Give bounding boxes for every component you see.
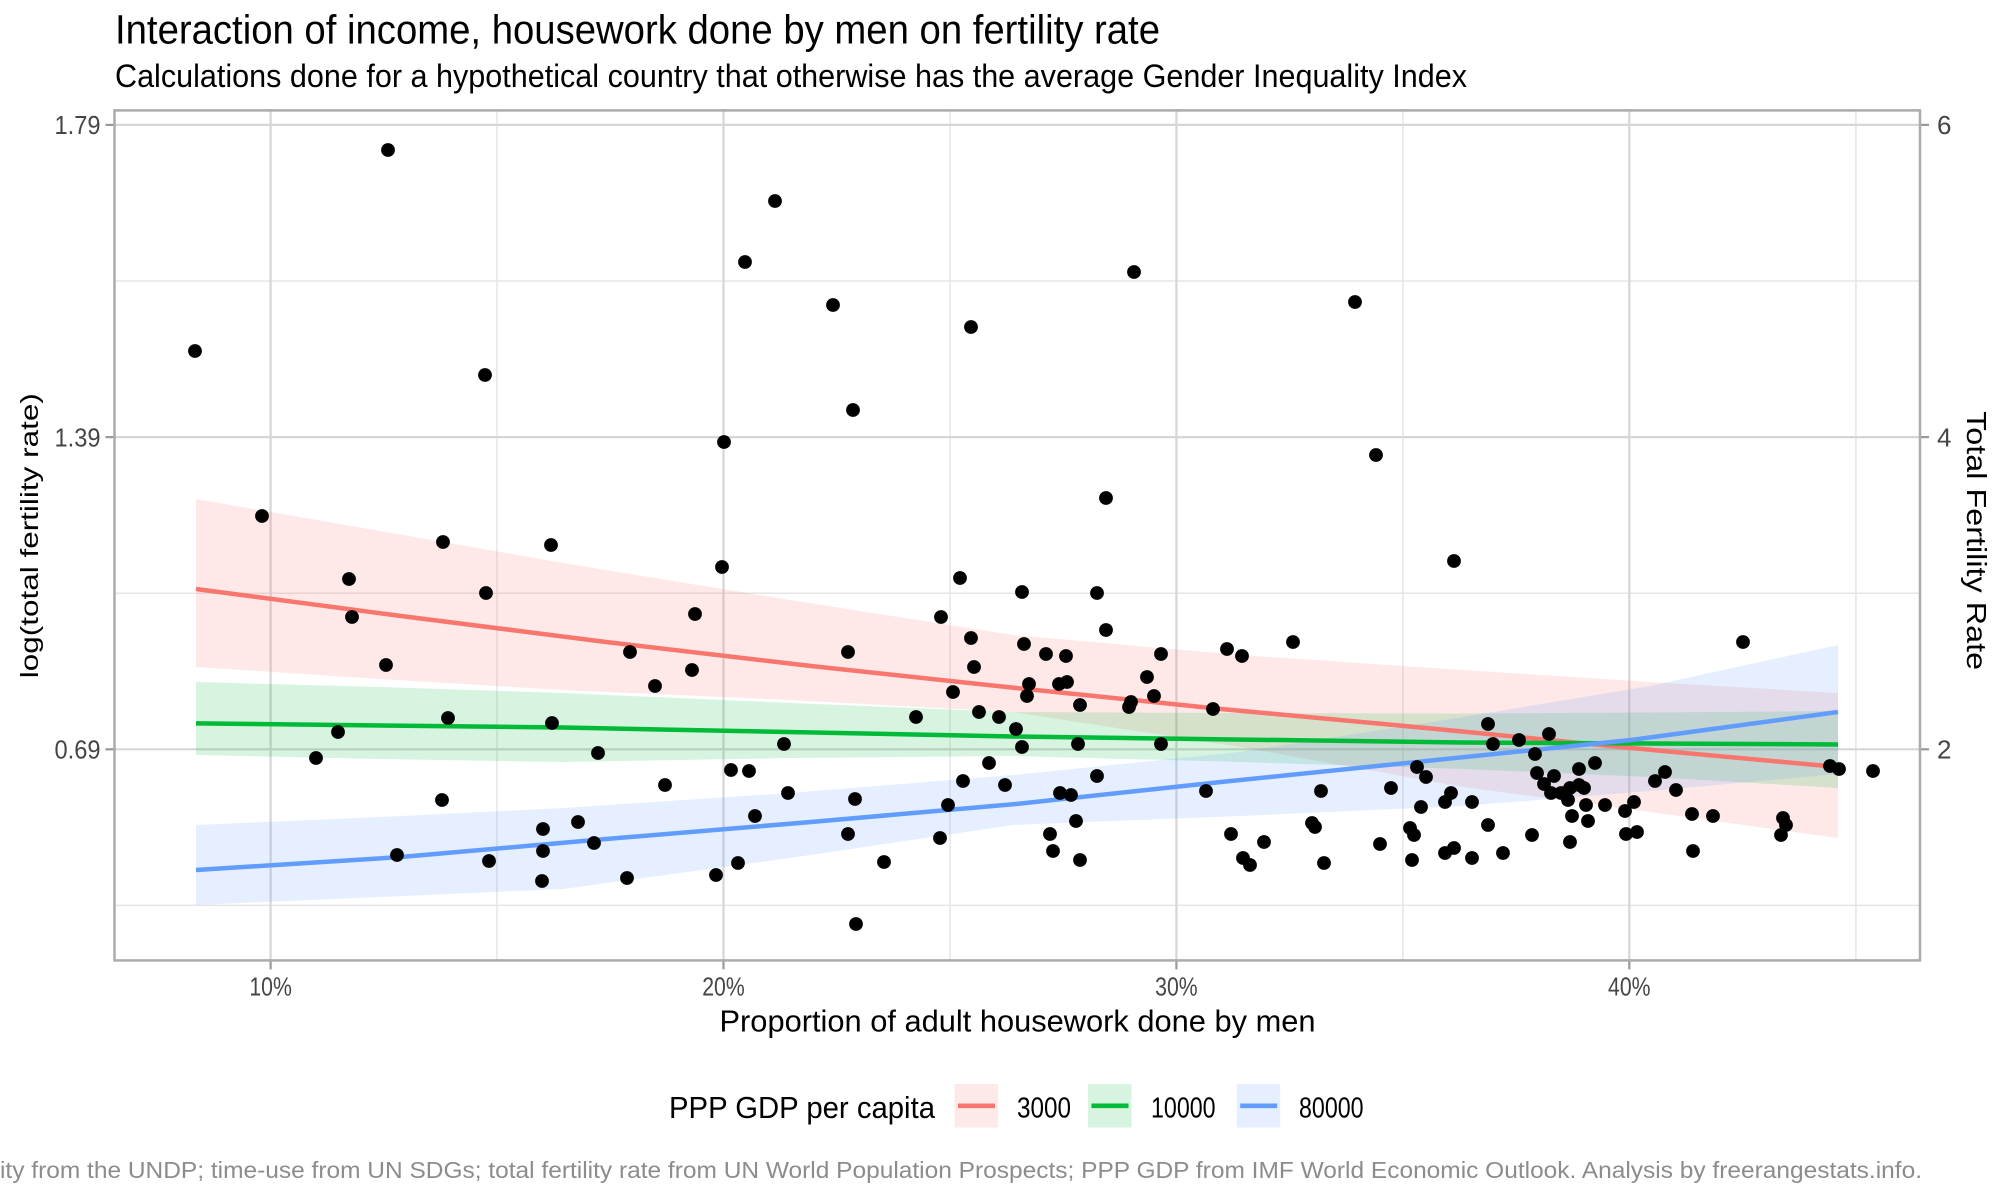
svg-text:3000: 3000	[1017, 1093, 1071, 1125]
svg-text:80000: 80000	[1299, 1093, 1364, 1125]
svg-text:0.69: 0.69	[55, 735, 101, 765]
svg-text:2: 2	[1937, 735, 1951, 765]
svg-text:20%: 20%	[702, 972, 745, 1002]
svg-text:10000: 10000	[1151, 1093, 1216, 1125]
svg-text:Gender Inequality from the UND: Gender Inequality from the UNDP; time-us…	[0, 1157, 1922, 1183]
svg-text:40%: 40%	[1608, 972, 1651, 1002]
svg-text:30%: 30%	[1155, 972, 1198, 1002]
svg-text:PPP GDP per capita: PPP GDP per capita	[669, 1090, 936, 1125]
svg-text:1.39: 1.39	[55, 422, 101, 452]
svg-text:10%: 10%	[249, 972, 292, 1002]
svg-text:Calculations done for a hypoth: Calculations done for a hypothetical cou…	[115, 58, 1467, 94]
svg-text:Total Fertility Rate: Total Fertility Rate	[1961, 411, 1992, 670]
svg-text:log(total fertility rate): log(total fertility rate)	[16, 393, 44, 678]
svg-text:6: 6	[1937, 110, 1951, 140]
svg-text:Interaction of income, housewo: Interaction of income, housework done by…	[115, 7, 1160, 53]
svg-text:1.79: 1.79	[55, 110, 101, 140]
svg-text:Proportion of adult housework: Proportion of adult housework done by me…	[720, 1003, 1316, 1038]
svg-text:4: 4	[1937, 422, 1951, 452]
